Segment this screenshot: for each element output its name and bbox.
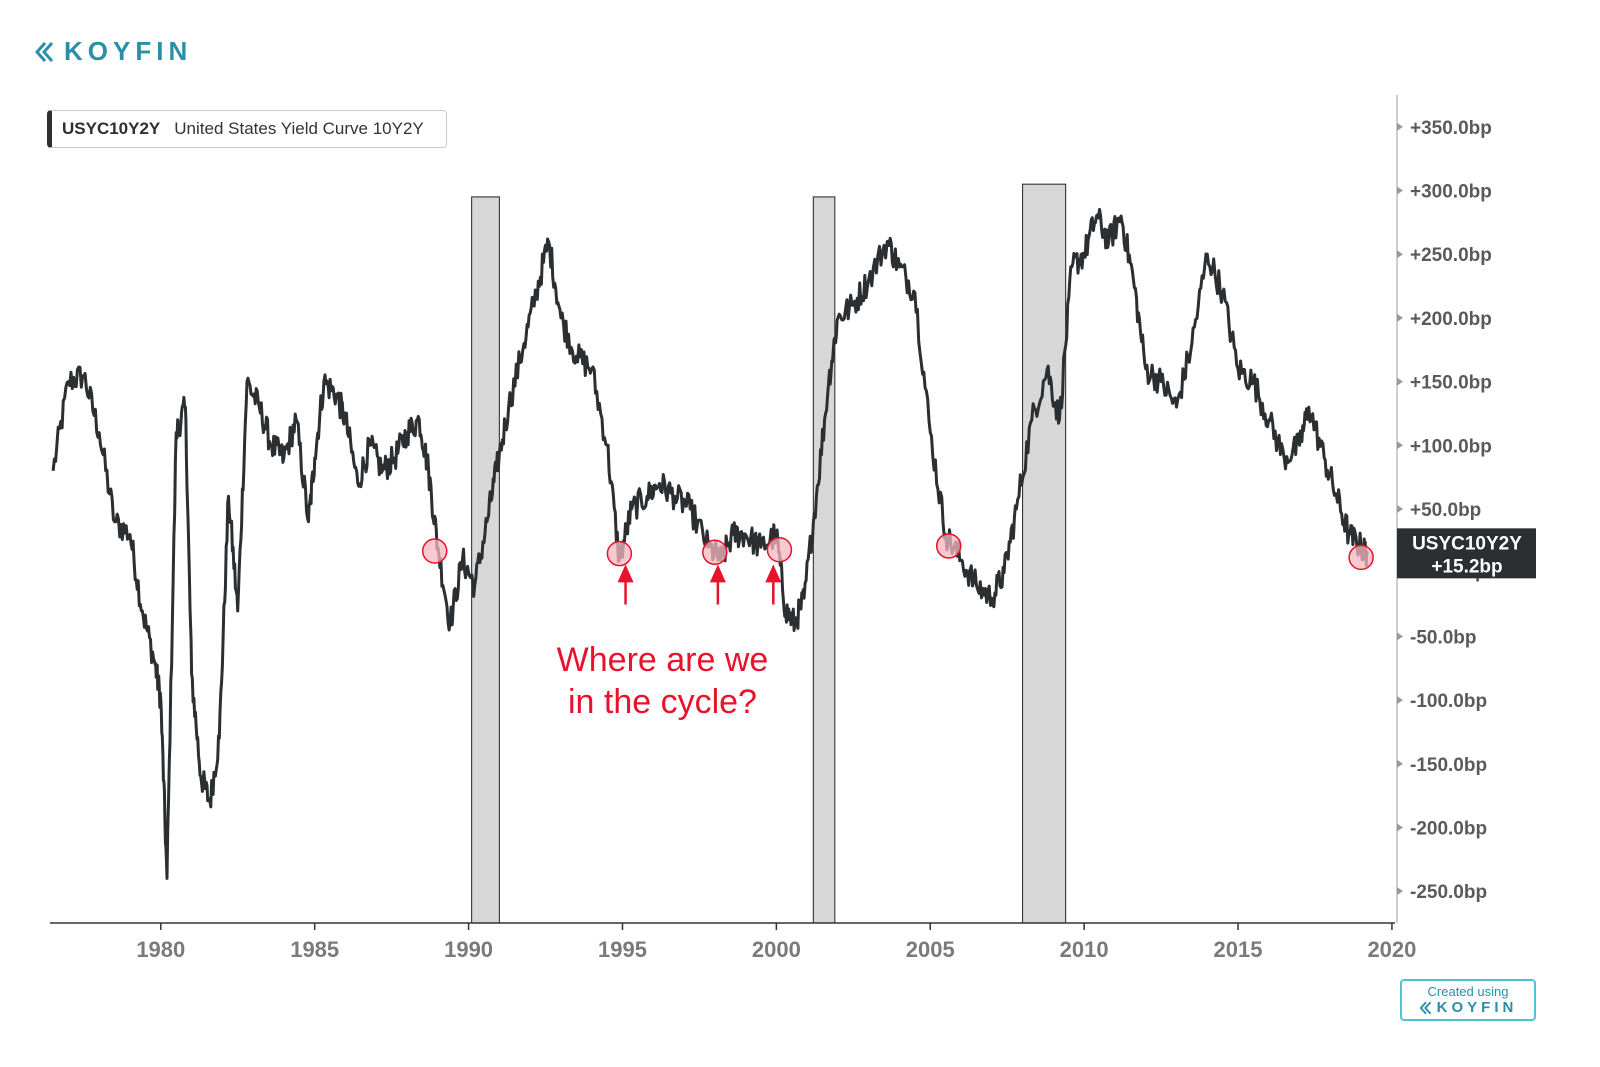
series-legend[interactable]: USYC10Y2Y United States Yield Curve 10Y2… bbox=[47, 110, 447, 148]
recession-band-2 bbox=[812, 196, 836, 924]
y-tick-label: -250.0bp bbox=[1410, 882, 1487, 903]
credit-brand: KOYFIN bbox=[1402, 999, 1534, 1016]
koyfin-badge-icon bbox=[1419, 1001, 1431, 1014]
last-value-ticker: USYC10Y2Y bbox=[1412, 533, 1522, 554]
koyfin-logo-icon bbox=[34, 41, 54, 62]
y-tick-mark bbox=[1397, 759, 1403, 768]
highlight-marker-6 bbox=[1348, 544, 1374, 571]
x-tick-label: 2015 bbox=[1214, 937, 1263, 962]
x-tick-label: 1980 bbox=[136, 937, 185, 962]
legend-description: United States Yield Curve 10Y2Y bbox=[174, 119, 424, 138]
x-axis-ticks: 1980 1985 1990 1995 2000 2005 2010 2015 2020 bbox=[136, 923, 1416, 962]
annotation-line-1: Where are we bbox=[557, 641, 769, 679]
y-tick-label: +250.0bp bbox=[1410, 245, 1492, 266]
annotation-line-2: in the cycle? bbox=[568, 683, 757, 721]
highlight-marker-4 bbox=[766, 537, 793, 563]
y-tick-label: -200.0bp bbox=[1410, 818, 1487, 839]
highlight-marker-5 bbox=[935, 533, 962, 559]
annotation-arrows bbox=[617, 564, 782, 605]
legend-ticker: USYC10Y2Y bbox=[62, 119, 161, 138]
last-value-label: 0.0bp USYC10Y2Y +15.2bp bbox=[1397, 528, 1536, 582]
y-tick-label: +350.0bp bbox=[1410, 118, 1492, 139]
y-tick-mark bbox=[1397, 696, 1403, 705]
highlight-marker-1 bbox=[421, 538, 448, 564]
x-tick-label: 2020 bbox=[1367, 937, 1416, 962]
created-using-badge[interactable]: Created using KOYFIN bbox=[1400, 979, 1536, 1021]
y-tick-mark bbox=[1397, 632, 1403, 641]
arrow-head-1 bbox=[617, 564, 634, 583]
arrow-head-3 bbox=[765, 564, 782, 583]
logo-text: KOYFIN bbox=[64, 36, 193, 66]
x-tick-label: 2005 bbox=[906, 937, 955, 962]
x-tick-label: 1995 bbox=[598, 937, 647, 962]
y-tick-mark bbox=[1397, 313, 1403, 322]
y-tick-label: +100.0bp bbox=[1410, 436, 1492, 457]
highlight-marker-3 bbox=[702, 539, 728, 566]
koyfin-logo: KOYFIN bbox=[34, 36, 192, 67]
y-tick-label: -150.0bp bbox=[1410, 755, 1487, 776]
y-tick-label: +50.0bp bbox=[1410, 500, 1481, 521]
recession-band-1 bbox=[471, 196, 500, 924]
y-tick-mark bbox=[1397, 186, 1403, 195]
y-tick-mark bbox=[1397, 505, 1403, 513]
highlight-marker-2 bbox=[606, 540, 633, 567]
credit-brand-text: KOYFIN bbox=[1436, 999, 1518, 1016]
y-axis-ticks: +350.0bp +300.0bp +250.0bp +200.0bp +150.0bp… bbox=[1397, 118, 1492, 903]
y-tick-mark bbox=[1397, 377, 1403, 386]
arrow-head-2 bbox=[709, 564, 726, 583]
y-tick-label: -50.0bp bbox=[1410, 627, 1477, 648]
y-tick-mark bbox=[1397, 250, 1403, 259]
x-tick-label: 2000 bbox=[752, 937, 801, 962]
y-tick-mark bbox=[1397, 122, 1403, 131]
x-tick-label: 1990 bbox=[444, 937, 493, 962]
x-tick-label: 2010 bbox=[1060, 937, 1109, 962]
x-tick-label: 1985 bbox=[290, 937, 339, 962]
highlight-markers bbox=[421, 533, 1374, 571]
y-tick-label: +300.0bp bbox=[1410, 182, 1492, 203]
y-tick-mark bbox=[1397, 823, 1403, 832]
y-tick-mark bbox=[1397, 887, 1403, 896]
y-tick-label: +200.0bp bbox=[1410, 309, 1492, 330]
y-tick-label: +150.0bp bbox=[1410, 373, 1492, 394]
credit-prefix: Created using bbox=[1427, 984, 1509, 999]
y-tick-label: -100.0bp bbox=[1410, 691, 1487, 712]
series-line-usyc10y2y bbox=[51, 207, 1369, 880]
last-value-number: +15.2bp bbox=[1431, 556, 1502, 577]
recession-band-3 bbox=[1022, 183, 1067, 924]
y-tick-mark bbox=[1397, 441, 1403, 450]
